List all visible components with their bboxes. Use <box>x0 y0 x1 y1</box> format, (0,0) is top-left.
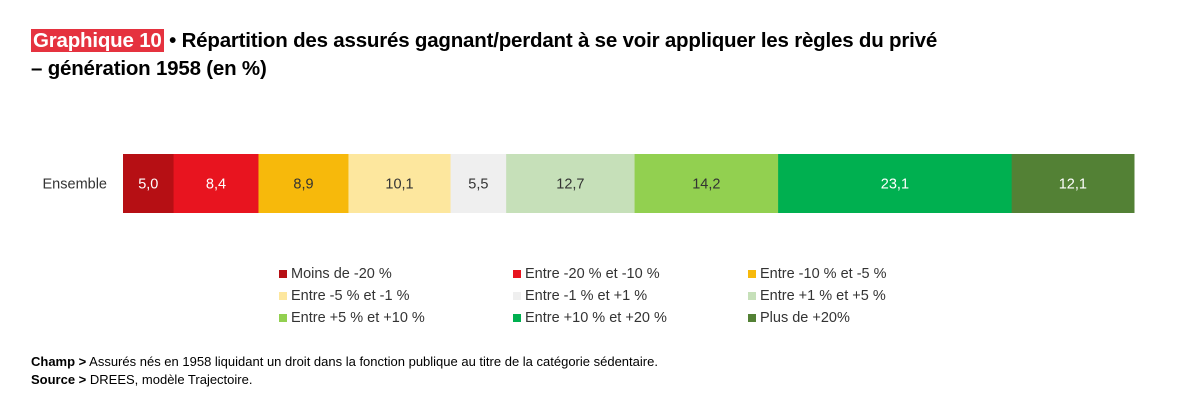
bar-segment <box>348 154 452 213</box>
legend-swatch <box>748 292 756 300</box>
legend-item: Entre +5 % et +10 % <box>279 310 425 326</box>
data-label: 23,1 <box>881 177 909 193</box>
legend-label: Entre +10 % et +20 % <box>525 310 667 326</box>
legend-label: Entre +5 % et +10 % <box>291 310 425 326</box>
data-label: 8,9 <box>293 177 313 193</box>
legend-label: Entre -5 % et -1 % <box>291 288 410 304</box>
legend-item: Entre +10 % et +20 % <box>513 310 667 326</box>
legend-label: Plus de +20% <box>760 310 850 326</box>
legend-swatch <box>513 270 521 278</box>
bar-segment <box>778 154 1013 213</box>
source-text: DREES, modèle Trajectoire. <box>86 372 253 387</box>
legend-swatch <box>513 314 521 322</box>
legend-label: Entre -1 % et +1 % <box>525 288 648 304</box>
chart-notes: Champ > Assurés nés en 1958 liquidant un… <box>31 353 658 389</box>
stacked-bar-chart: Ensemble 5,0 8,4 8,9 10,1 5,5 12,7 14,2 23,1 12,1 <box>43 154 1135 213</box>
chart-title-line2: – génération 1958 (en %) <box>31 57 267 80</box>
bar-segment <box>1011 154 1135 213</box>
legend-swatch <box>279 292 287 300</box>
legend-label: Moins de -20 % <box>291 266 392 282</box>
bar-segment <box>450 154 507 213</box>
legend-swatch <box>748 270 756 278</box>
data-label: 10,1 <box>385 177 413 193</box>
data-label: 8,4 <box>206 177 226 193</box>
chart-title-text: • Répartition des assurés gagnant/perdan… <box>163 29 938 52</box>
legend-item: Plus de +20% <box>748 310 850 326</box>
bar-segment <box>123 154 175 213</box>
data-label: 5,5 <box>468 177 488 193</box>
legend-item: Entre -5 % et -1 % <box>279 288 409 304</box>
legend-label: Entre +1 % et +5 % <box>760 288 886 304</box>
data-label: 14,2 <box>692 177 720 193</box>
bar-segment <box>173 154 259 213</box>
legend-label: Entre -10 % et -5 % <box>760 266 887 282</box>
chart-number-tag: Graphique 10 <box>31 29 164 52</box>
data-label: 12,1 <box>1059 177 1087 193</box>
legend-label: Entre -20 % et -10 % <box>525 266 660 282</box>
legend-swatch <box>748 314 756 322</box>
legend-item: Entre -10 % et -5 % <box>748 266 887 282</box>
data-label: 12,7 <box>556 177 584 193</box>
legend-swatch <box>279 270 287 278</box>
legend-swatch <box>513 292 521 300</box>
source-note: Source > DREES, modèle Trajectoire. <box>31 371 658 389</box>
source-label: Source > <box>31 372 87 387</box>
champ-text: Assurés nés en 1958 liquidant un droit d… <box>86 354 658 369</box>
legend-item: Entre -20 % et -10 % <box>513 266 660 282</box>
champ-note: Champ > Assurés nés en 1958 liquidant un… <box>31 353 658 371</box>
category-label: Ensemble <box>43 177 107 193</box>
legend-swatch <box>279 314 287 322</box>
legend-item: Entre +1 % et +5 % <box>748 288 886 304</box>
bar-segment <box>506 154 636 213</box>
legend-item: Entre -1 % et +1 % <box>513 288 647 304</box>
chart-title: Graphique 10 • Répartition des assurés g… <box>31 27 1031 83</box>
data-label: 5,0 <box>138 177 158 193</box>
bar-segment <box>634 154 779 213</box>
bar-segment <box>258 154 349 213</box>
legend-item: Moins de -20 % <box>279 266 392 282</box>
champ-label: Champ > <box>31 354 87 369</box>
